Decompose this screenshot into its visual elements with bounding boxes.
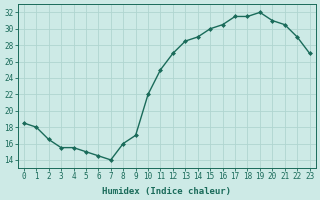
X-axis label: Humidex (Indice chaleur): Humidex (Indice chaleur) xyxy=(102,187,231,196)
